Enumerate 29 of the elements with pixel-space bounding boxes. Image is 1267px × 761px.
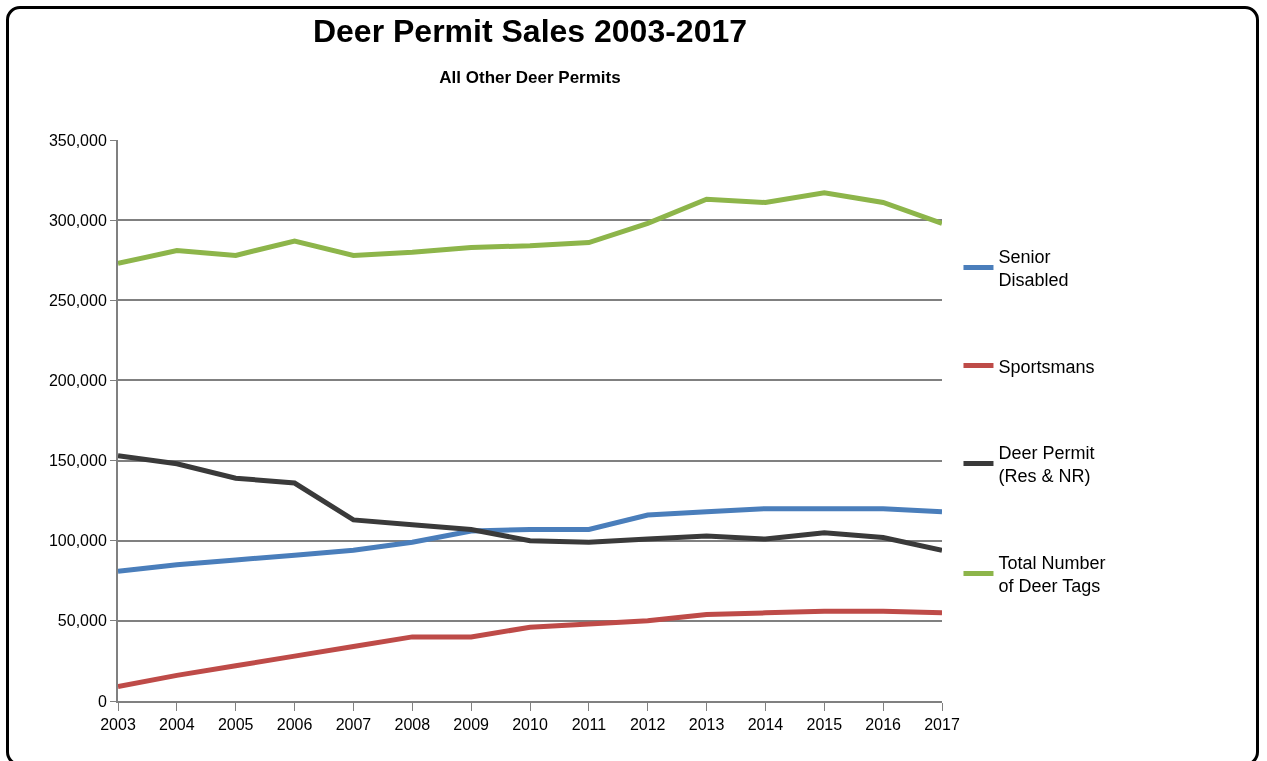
x-tick-label: 2014 <box>747 716 784 734</box>
x-tick-label: 2008 <box>394 716 431 734</box>
chart-title: Deer Permit Sales 2003-2017 <box>312 12 748 49</box>
x-tick-label: 2003 <box>100 716 136 734</box>
chart-subtitle: All Other Deer Permits <box>439 68 621 88</box>
y-tick-label: 0 <box>97 692 107 710</box>
y-tick-label: 100,000 <box>48 532 107 550</box>
x-tick-label: 2013 <box>688 716 725 734</box>
x-tick-label: 2005 <box>217 716 254 734</box>
y-tick-label: 300,000 <box>48 211 107 229</box>
legend-label: Total Number of Deer Tags <box>998 552 1106 597</box>
x-tick-label: 2006 <box>276 716 313 734</box>
y-tick-label: 150,000 <box>48 452 107 470</box>
legend-label: Sportsmans <box>998 356 1095 377</box>
x-tick-label: 2004 <box>159 716 195 734</box>
x-tick-label: 2009 <box>453 716 490 734</box>
y-tick-label: 50,000 <box>57 612 107 630</box>
x-tick-label: 2015 <box>806 716 843 734</box>
x-tick-label: 2017 <box>924 716 960 734</box>
y-tick-label: 350,000 <box>48 131 107 149</box>
legend-label: Deer Permit (Res & NR) <box>998 442 1095 487</box>
legend-label: Senior Disabled <box>998 246 1069 291</box>
x-tick-label: 2016 <box>865 716 902 734</box>
x-tick-label: 2010 <box>512 716 548 734</box>
y-tick-label: 200,000 <box>48 372 107 390</box>
x-tick-label: 2012 <box>629 716 666 734</box>
x-tick-label: 2011 <box>571 716 607 734</box>
x-tick-label: 2007 <box>335 716 372 734</box>
y-tick-label: 250,000 <box>48 291 107 309</box>
